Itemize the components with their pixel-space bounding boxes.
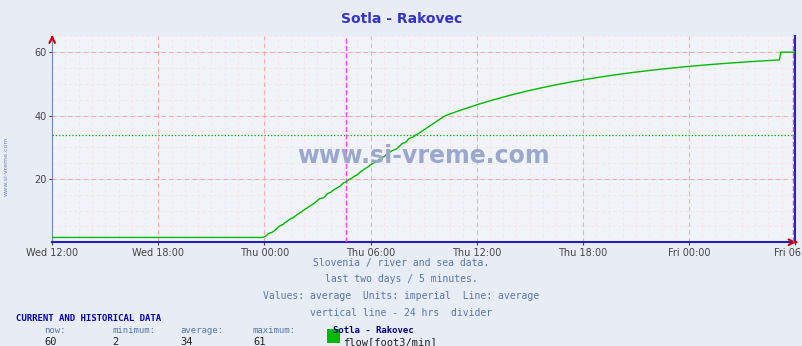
Text: 60: 60 [44, 337, 57, 346]
Text: average:: average: [180, 326, 224, 335]
Text: Slovenia / river and sea data.: Slovenia / river and sea data. [313, 258, 489, 268]
Text: now:: now: [44, 326, 66, 335]
Text: 61: 61 [253, 337, 265, 346]
Text: Values: average  Units: imperial  Line: average: Values: average Units: imperial Line: av… [263, 291, 539, 301]
Text: maximum:: maximum: [253, 326, 296, 335]
Text: 2: 2 [112, 337, 119, 346]
Text: www.si-vreme.com: www.si-vreme.com [297, 144, 549, 168]
Text: vertical line - 24 hrs  divider: vertical line - 24 hrs divider [310, 308, 492, 318]
Text: 34: 34 [180, 337, 193, 346]
Text: minimum:: minimum: [112, 326, 156, 335]
Text: Sotla - Rakovec: Sotla - Rakovec [341, 12, 461, 26]
Text: CURRENT AND HISTORICAL DATA: CURRENT AND HISTORICAL DATA [16, 314, 161, 323]
Text: www.si-vreme.com: www.si-vreme.com [4, 136, 9, 196]
Text: last two days / 5 minutes.: last two days / 5 minutes. [325, 274, 477, 284]
Text: flow[foot3/min]: flow[foot3/min] [342, 337, 436, 346]
Text: Sotla - Rakovec: Sotla - Rakovec [333, 326, 413, 335]
